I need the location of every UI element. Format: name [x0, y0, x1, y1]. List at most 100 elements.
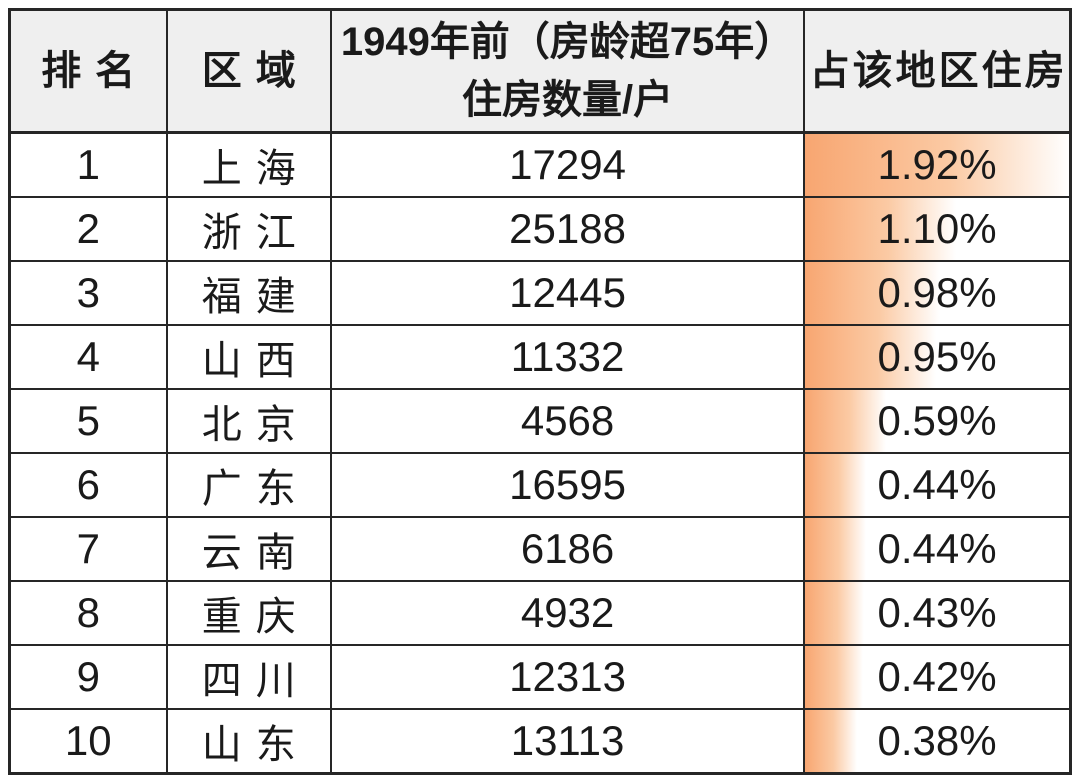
share-databar-icon [806, 199, 957, 259]
region-value: 重庆 [201, 595, 310, 639]
count-cell: 11332 [329, 324, 806, 390]
region-cell: 云南 [165, 516, 332, 582]
rank-cell: 4 [8, 324, 168, 390]
col-header-share-label: 占该地区住房 [809, 49, 1068, 93]
count-value: 13113 [510, 717, 625, 764]
share-cell: 0.95% [803, 324, 1072, 390]
share-cell: 0.42% [803, 644, 1072, 710]
share-databar-icon [806, 134, 1069, 196]
table-row: 10 山东 13113 0.38% [8, 708, 1072, 775]
rank-cell: 8 [8, 580, 168, 646]
count-value: 12313 [509, 653, 626, 700]
share-value: 0.59% [877, 397, 997, 444]
share-value: 1.10% [877, 205, 997, 252]
share-value: 0.38% [877, 717, 997, 764]
rank-cell: 5 [8, 388, 168, 454]
count-value: 25188 [509, 205, 626, 252]
rank-value: 4 [76, 333, 100, 380]
count-cell: 17294 [329, 131, 806, 198]
rank-cell: 2 [8, 196, 168, 262]
count-value: 4568 [520, 397, 615, 444]
table-header: 排名 区域 1949年前（房龄超75年） 住房数量/户 占该地区住房 [8, 8, 1072, 134]
share-databar-icon [806, 263, 940, 323]
rank-cell: 6 [8, 452, 168, 518]
header-row: 排名 区域 1949年前（房龄超75年） 住房数量/户 占该地区住房 [8, 8, 1072, 134]
share-databar-icon [806, 710, 858, 772]
rank-cell: 9 [8, 644, 168, 710]
rank-value: 8 [76, 589, 100, 636]
count-cell: 12445 [329, 260, 806, 326]
region-cell: 广东 [165, 452, 332, 518]
share-cell: 1.92% [803, 131, 1072, 198]
share-databar-icon [806, 391, 887, 451]
share-value: 0.98% [877, 269, 997, 316]
share-cell: 0.44% [803, 452, 1072, 518]
rank-cell: 1 [8, 131, 168, 198]
share-value: 0.95% [877, 333, 997, 380]
col-header-region-label: 区域 [201, 49, 310, 93]
share-value: 0.42% [877, 653, 997, 700]
table-row: 3 福建 12445 0.98% [8, 260, 1072, 326]
count-value: 12445 [509, 269, 626, 316]
rank-value: 7 [76, 525, 100, 572]
count-value: 11332 [510, 333, 625, 380]
share-databar-icon [806, 455, 866, 515]
count-value: 6186 [520, 525, 615, 572]
rank-value: 3 [76, 269, 100, 316]
region-value: 北京 [201, 403, 310, 447]
count-cell: 4932 [329, 580, 806, 646]
table-row: 8 重庆 4932 0.43% [8, 580, 1072, 646]
table-row: 1 上海 17294 1.92% [8, 131, 1072, 198]
share-value: 0.44% [877, 461, 997, 508]
region-cell: 浙江 [165, 196, 332, 262]
count-cell: 16595 [329, 452, 806, 518]
region-value: 浙江 [201, 211, 310, 255]
region-value: 云南 [201, 531, 310, 575]
count-cell: 25188 [329, 196, 806, 262]
housing-table: 排名 区域 1949年前（房龄超75年） 住房数量/户 占该地区住房 1 上海 [8, 8, 1072, 775]
rank-cell: 10 [8, 708, 168, 775]
col-header-count-line1: 1949年前（房龄超75年） [340, 20, 795, 64]
share-cell: 0.38% [803, 708, 1072, 775]
share-cell: 0.59% [803, 388, 1072, 454]
rank-cell: 7 [8, 516, 168, 582]
share-cell: 1.10% [803, 196, 1072, 262]
region-cell: 上海 [165, 131, 332, 198]
count-cell: 4568 [329, 388, 806, 454]
region-value: 广东 [201, 467, 310, 511]
region-value: 山东 [201, 723, 310, 767]
table-row: 5 北京 4568 0.59% [8, 388, 1072, 454]
count-cell: 12313 [329, 644, 806, 710]
region-cell: 北京 [165, 388, 332, 454]
region-value: 上海 [201, 147, 310, 191]
count-value: 16595 [509, 461, 626, 508]
col-header-rank-label: 排名 [41, 49, 150, 93]
region-cell: 重庆 [165, 580, 332, 646]
share-cell: 0.44% [803, 516, 1072, 582]
col-header-count-line2: 住房数量/户 [462, 78, 674, 122]
table-row: 2 浙江 25188 1.10% [8, 196, 1072, 262]
share-value: 0.43% [877, 589, 997, 636]
table-row: 7 云南 6186 0.44% [8, 516, 1072, 582]
rank-value: 1 [76, 141, 100, 188]
region-value: 山西 [201, 339, 310, 383]
rank-value: 2 [76, 205, 100, 252]
region-value: 福建 [201, 275, 310, 319]
count-cell: 13113 [329, 708, 806, 775]
rank-value: 9 [76, 653, 100, 700]
col-header-rank: 排名 [8, 8, 168, 134]
count-value: 17294 [509, 141, 626, 188]
count-cell: 6186 [329, 516, 806, 582]
rank-value: 10 [64, 717, 112, 764]
col-header-count: 1949年前（房龄超75年） 住房数量/户 [329, 8, 806, 134]
share-databar-icon [806, 647, 863, 707]
table-row: 9 四川 12313 0.42% [8, 644, 1072, 710]
table-row: 6 广东 16595 0.44% [8, 452, 1072, 518]
rank-value: 5 [76, 397, 100, 444]
share-databar-icon [806, 327, 936, 387]
rank-value: 6 [76, 461, 100, 508]
region-cell: 山西 [165, 324, 332, 390]
share-value: 0.44% [877, 525, 997, 572]
share-databar-icon [806, 519, 866, 579]
